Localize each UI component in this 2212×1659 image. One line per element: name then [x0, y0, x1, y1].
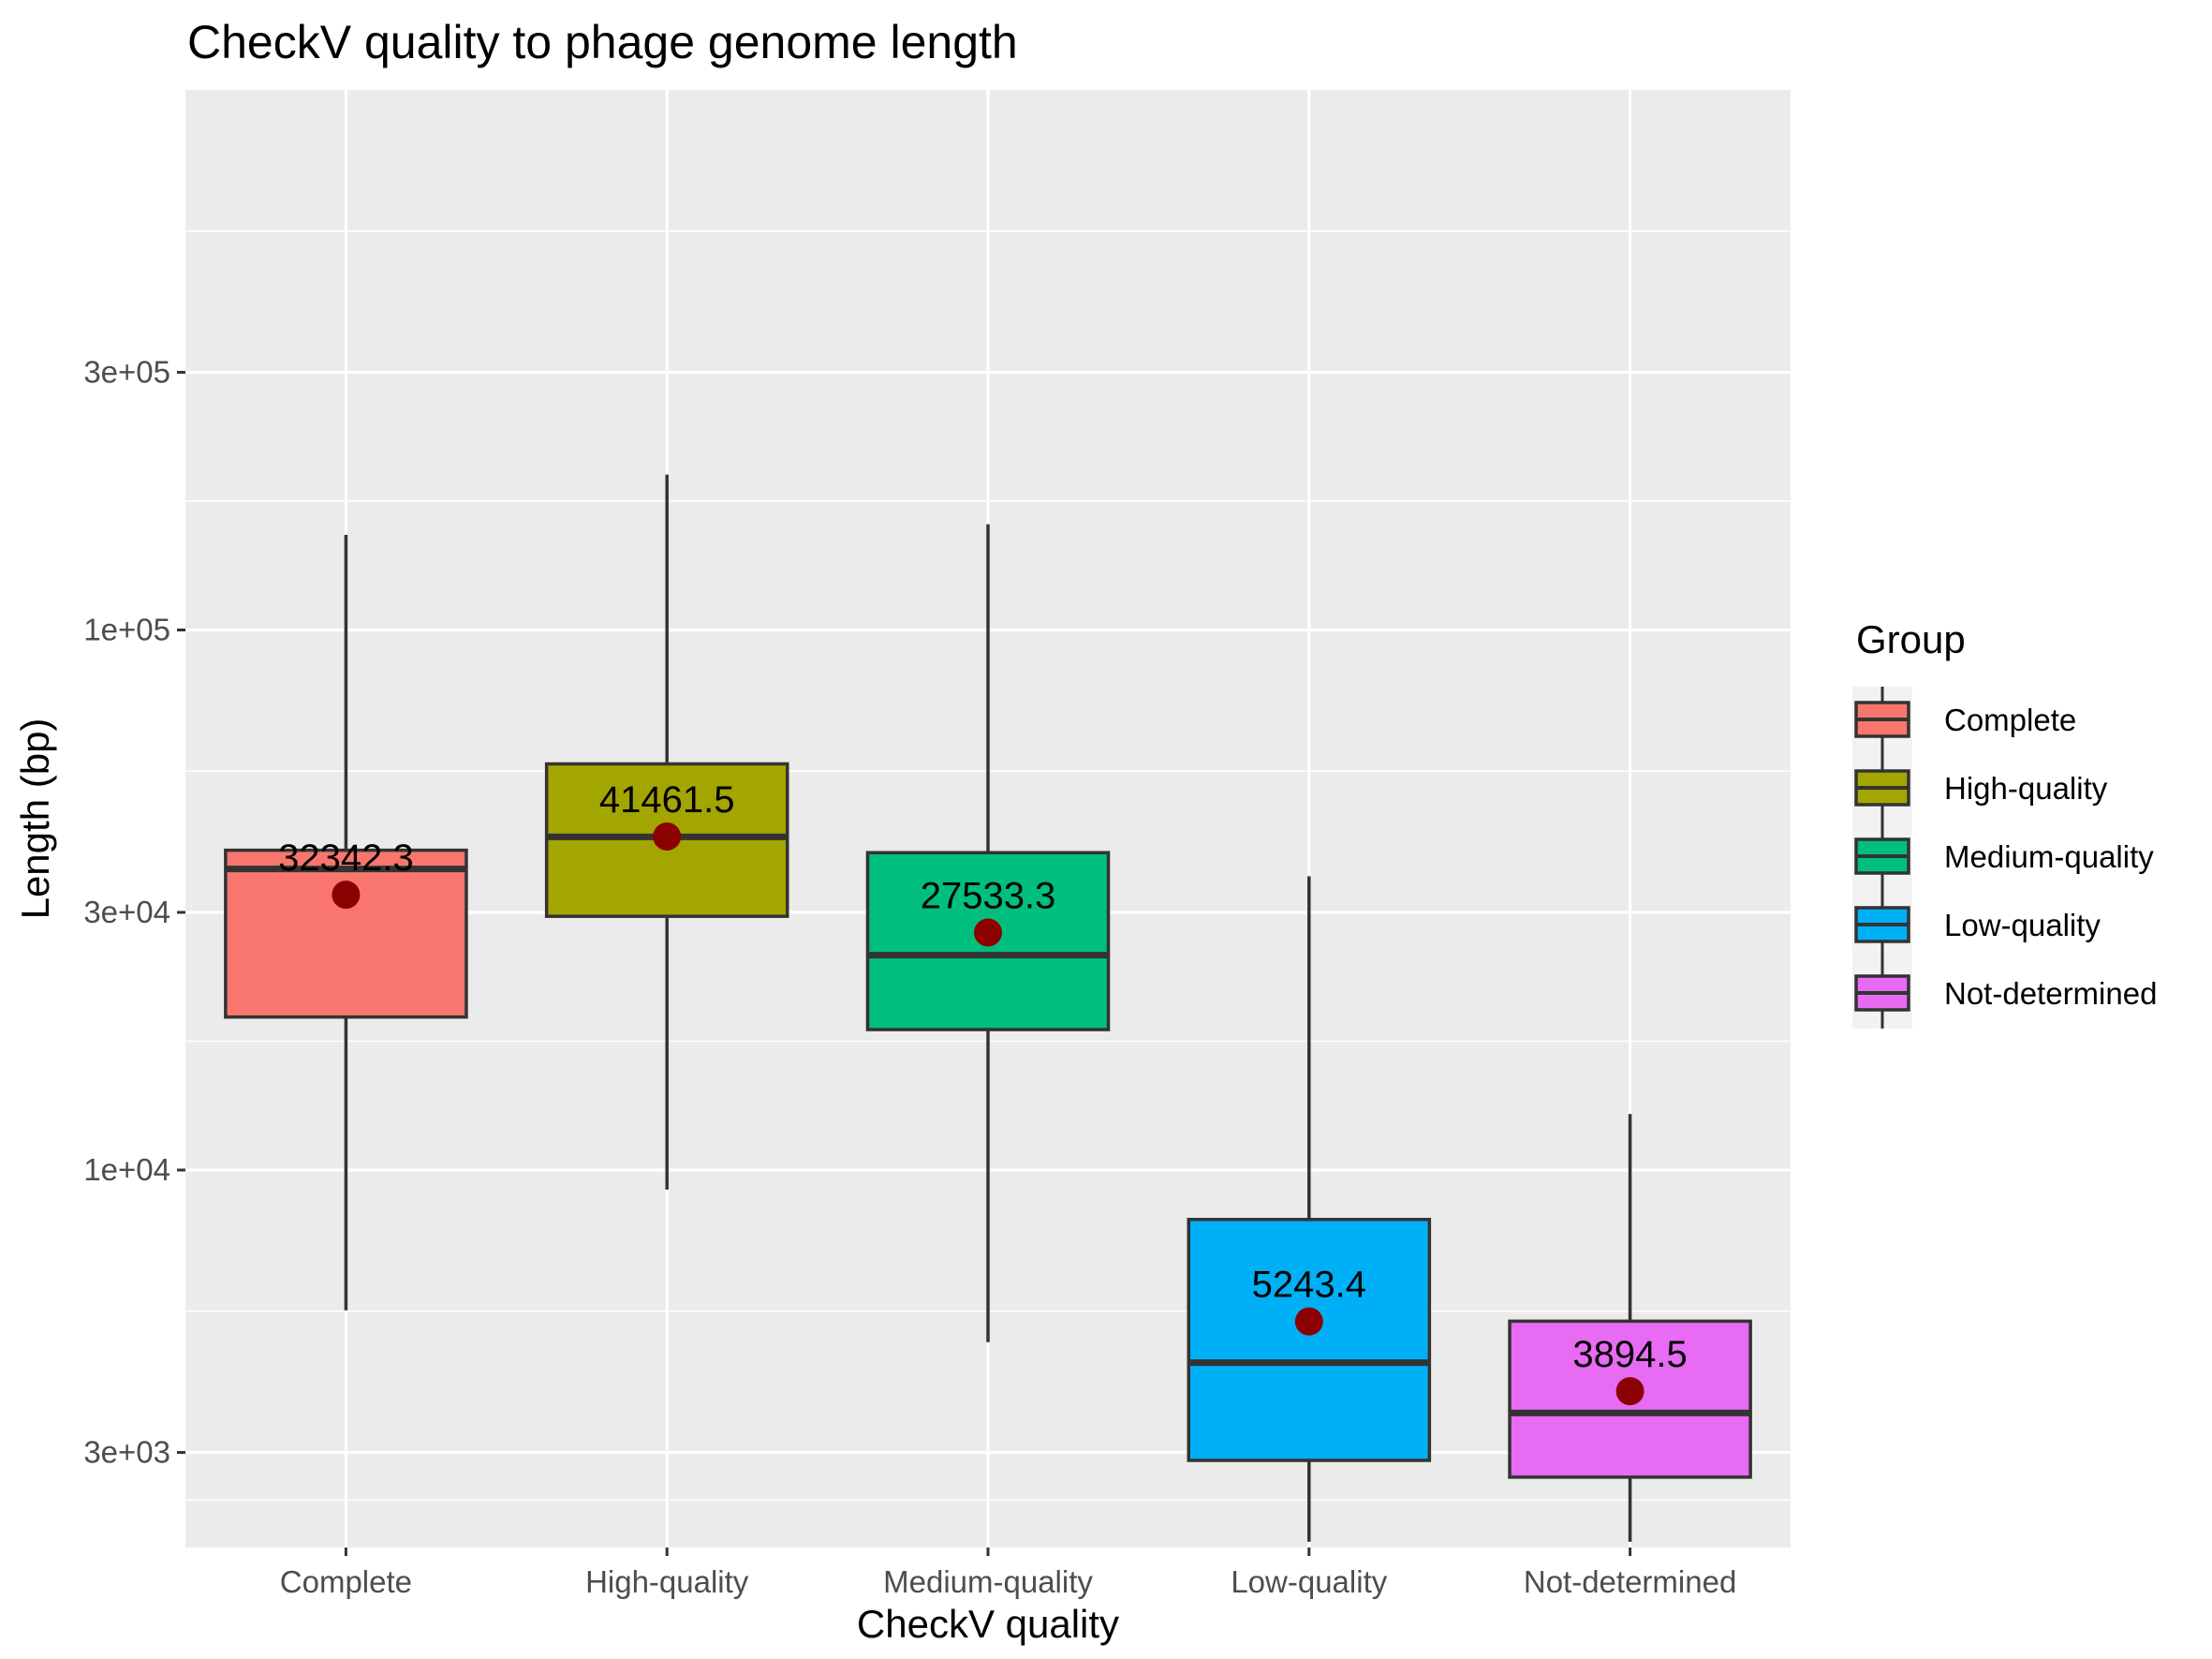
- y-tick-label: 1e+04: [83, 1152, 170, 1187]
- box-group-not-determined: 3894.5: [1508, 1114, 1752, 1542]
- x-tick-label: Low-quality: [1231, 1564, 1387, 1599]
- box-iqr: [224, 848, 468, 1019]
- box-group-complete: 32342.3: [224, 534, 468, 1311]
- box-group-low-quality: 5243.4: [1187, 876, 1432, 1542]
- y-tick-label: 1e+05: [83, 613, 170, 647]
- x-tick-label: Complete: [280, 1564, 412, 1599]
- box-iqr: [1508, 1319, 1752, 1479]
- x-tick-label: Not-determined: [1524, 1564, 1736, 1599]
- mean-label: 32342.3: [278, 837, 414, 879]
- y-tick-label: 3e+05: [83, 354, 170, 389]
- legend: Group Complete High-quality Medium-quality…: [1852, 617, 2157, 1029]
- legend-title: Group: [1856, 617, 1966, 661]
- legend-label: Medium-quality: [1944, 839, 2154, 874]
- box-group-high-quality: 41461.5: [544, 474, 789, 1190]
- y-axis-title: Length (bp): [13, 718, 57, 920]
- mean-point: [332, 881, 361, 910]
- legend-label: High-quality: [1944, 771, 2108, 806]
- mean-label: 41461.5: [599, 779, 735, 821]
- box-layer: 32342.3 41461.5 27533.3 5243.4 3894.5: [224, 474, 1752, 1542]
- box-group-medium-quality: 27533.3: [865, 524, 1111, 1342]
- x-tick-label: Medium-quality: [883, 1564, 1093, 1599]
- x-axis: Complete High-quality Medium-quality Low-qu…: [280, 1548, 1736, 1599]
- box-iqr: [1187, 1218, 1432, 1462]
- y-tick-label: 3e+04: [83, 895, 170, 929]
- mean-point: [1615, 1377, 1644, 1406]
- y-tick-label: 3e+03: [83, 1434, 170, 1469]
- legend-label: Low-quality: [1944, 908, 2101, 942]
- mean-point: [1294, 1307, 1323, 1336]
- mean-label: 27533.3: [921, 875, 1056, 916]
- y-axis: 3e+03 1e+04 3e+04 1e+05 3e+05: [83, 354, 185, 1469]
- legend-label: Complete: [1944, 703, 2076, 737]
- mean-point: [653, 822, 682, 851]
- x-axis-title: CheckV quality: [857, 1602, 1119, 1646]
- mean-point: [974, 918, 1002, 947]
- mean-label: 5243.4: [1252, 1265, 1366, 1306]
- mean-label: 3894.5: [1572, 1334, 1687, 1375]
- x-tick-label: High-quality: [585, 1564, 749, 1599]
- legend-label: Not-determined: [1944, 976, 2157, 1011]
- chart-title: CheckV quality to phage genome length: [187, 16, 1018, 68]
